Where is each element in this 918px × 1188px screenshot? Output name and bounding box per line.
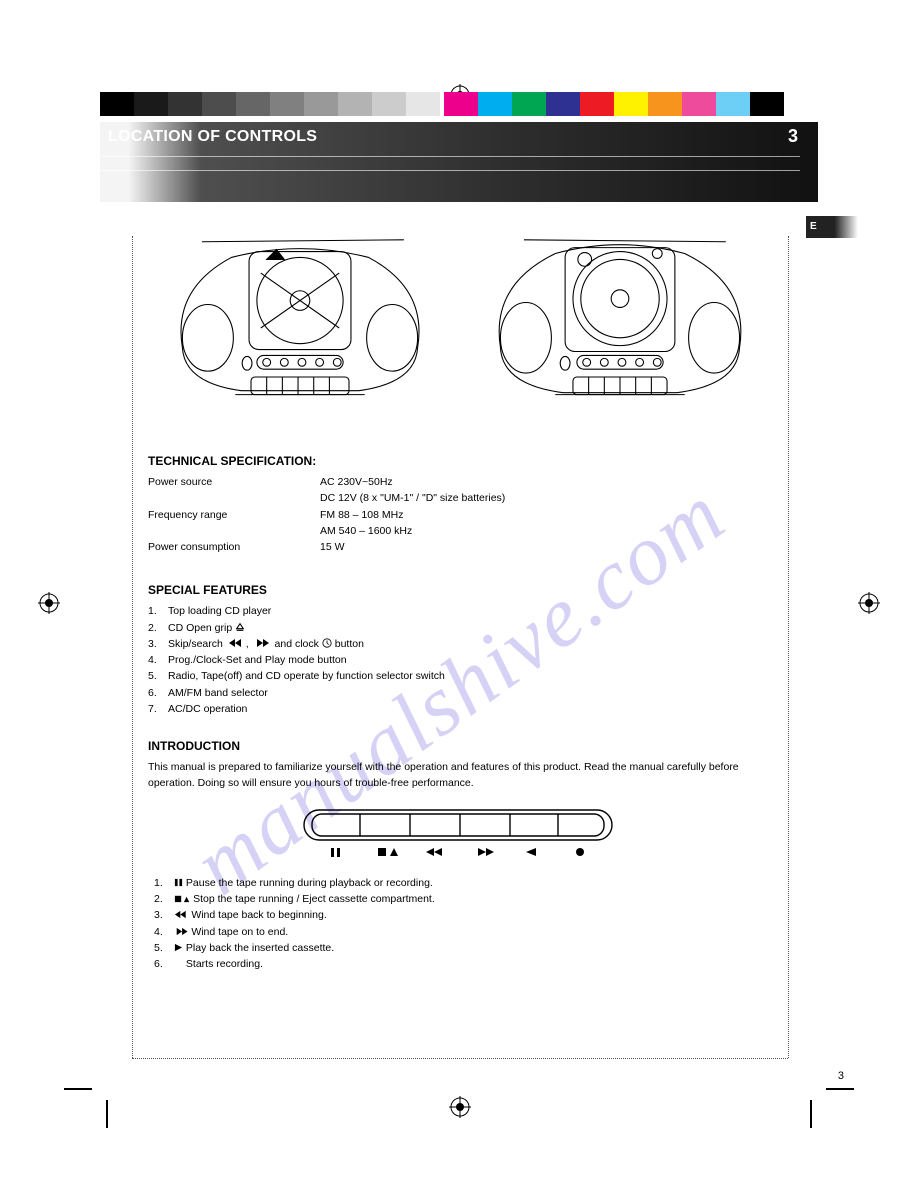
- list-index: 5.: [154, 940, 168, 956]
- eject-icon: [235, 622, 245, 632]
- language-tab: E: [806, 216, 858, 238]
- list-index: 2.: [148, 620, 162, 636]
- content-area: TECHNICAL SPECIFICATION: Power sourceAC …: [148, 230, 768, 972]
- spec-key: Power source: [148, 474, 320, 490]
- crop-mark-icon: [106, 1100, 108, 1128]
- spec-val: 15 W: [320, 539, 768, 555]
- list-text: Prog./Clock-Set and Play mode button: [168, 652, 347, 668]
- list-text: Pause the tape running during playback o…: [174, 875, 433, 891]
- stop-eject-icon: [174, 894, 190, 903]
- list-index: 7.: [148, 701, 162, 717]
- list-index: 6.: [154, 956, 168, 972]
- section-heading-tech-spec: TECHNICAL SPECIFICATION:: [148, 454, 768, 468]
- list-text: Radio, Tape(off) and CD operate by funct…: [168, 668, 445, 684]
- rewind-icon: [174, 910, 188, 919]
- list-text: Starts recording.: [174, 956, 263, 972]
- spec-key: Power consumption: [148, 539, 320, 555]
- page-header: LOCATION OF CONTROLS: [100, 122, 818, 202]
- list-index: 1.: [148, 603, 162, 619]
- spec-key: [148, 490, 320, 506]
- fast-forward-icon: [174, 927, 188, 936]
- footer-page-number: 3: [838, 1070, 844, 1082]
- boombox-line-art-1: [162, 230, 438, 426]
- list-text: Top loading CD player: [168, 603, 271, 619]
- list-index: 4.: [148, 652, 162, 668]
- tech-spec-list: Power sourceAC 230V~50Hz DC 12V (8 x "UM…: [148, 474, 768, 555]
- section-heading-intro: INTRODUCTION: [148, 739, 768, 753]
- skip-forward-icon: [252, 638, 272, 648]
- list-index: 1.: [154, 875, 168, 891]
- list-text: Wind tape on to end.: [174, 924, 288, 940]
- list-text: AM/FM band selector: [168, 685, 268, 701]
- list-text: Stop the tape running / Eject cassette c…: [174, 891, 435, 907]
- figure-row: [162, 230, 768, 426]
- manual-page: LOCATION OF CONTROLS 3 E manualshive.com: [0, 0, 918, 1188]
- list-index: 6.: [148, 685, 162, 701]
- cassette-keys-figure: [148, 804, 768, 869]
- list-index: 3.: [154, 907, 168, 923]
- cassette-operations-list: 1. Pause the tape running during playbac…: [154, 875, 768, 973]
- registration-mark-icon: [38, 592, 60, 614]
- dotted-border: [788, 236, 789, 1058]
- page-number: 3: [788, 126, 798, 147]
- skip-back-icon: [226, 638, 246, 648]
- printer-colorbar: [100, 92, 818, 116]
- list-text: Wind tape back to beginning.: [174, 907, 327, 923]
- section-heading-features: SPECIAL FEATURES: [148, 583, 768, 597]
- language-tab-label: E: [810, 221, 817, 232]
- list-text: CD Open grip: [168, 620, 245, 636]
- spec-val: FM 88 – 108 MHz: [320, 507, 768, 523]
- crop-mark-icon: [826, 1088, 854, 1090]
- boombox-line-art-2: [482, 230, 758, 426]
- spec-key: [148, 523, 320, 539]
- dotted-border: [132, 1058, 788, 1059]
- intro-section: INTRODUCTION This manual is prepared to …: [148, 739, 768, 792]
- registration-mark-icon: [449, 1096, 471, 1118]
- clock-icon: [322, 638, 332, 648]
- list-index: 4.: [154, 924, 168, 940]
- crop-mark-icon: [810, 1100, 812, 1128]
- list-index: 3.: [148, 636, 162, 652]
- registration-mark-icon: [858, 592, 880, 614]
- list-text: Play back the inserted cassette.: [174, 940, 334, 956]
- dotted-border: [132, 236, 133, 1058]
- page-title: LOCATION OF CONTROLS: [108, 128, 317, 146]
- spec-val: AC 230V~50Hz: [320, 474, 768, 490]
- play-icon: [174, 943, 183, 952]
- features-list: 1. Top loading CD player 2. CD Open grip 3…: [148, 603, 768, 717]
- list-index: 2.: [154, 891, 168, 907]
- record-icon: [174, 959, 183, 968]
- list-text: Skip/search , and clock button: [168, 636, 364, 652]
- list-text: AC/DC operation: [168, 701, 247, 717]
- crop-mark-icon: [64, 1088, 92, 1090]
- spec-val: DC 12V (8 x "UM-1" / "D" size batteries): [320, 490, 768, 506]
- spec-val: AM 540 – 1600 kHz: [320, 523, 768, 539]
- list-index: 5.: [148, 668, 162, 684]
- spec-key: Frequency range: [148, 507, 320, 523]
- intro-paragraph: This manual is prepared to familiarize y…: [148, 759, 768, 792]
- pause-icon: [174, 878, 183, 887]
